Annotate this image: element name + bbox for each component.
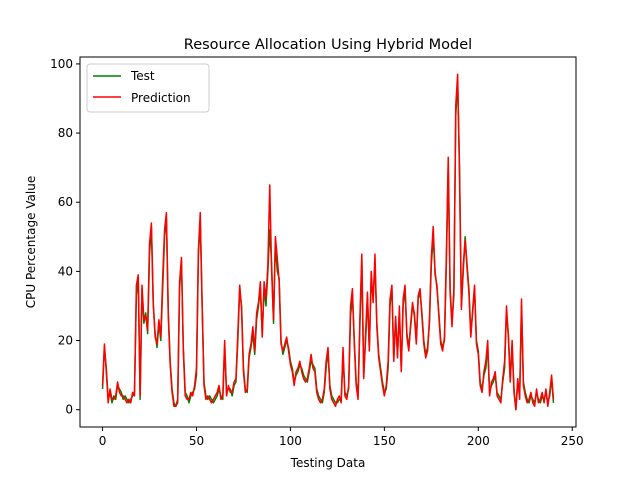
- x-tick-label: 200: [467, 434, 490, 448]
- legend-label-test: Test: [130, 69, 155, 83]
- y-tick-label: 60: [58, 195, 73, 209]
- x-tick-label: 0: [99, 434, 107, 448]
- legend-label-prediction: Prediction: [131, 91, 191, 105]
- y-tick-label: 40: [58, 264, 73, 278]
- y-axis-label: CPU Percentage Value: [24, 176, 38, 309]
- y-tick-label: 20: [58, 334, 73, 348]
- x-tick-label: 100: [279, 434, 302, 448]
- chart-title: Resource Allocation Using Hybrid Model: [184, 37, 472, 53]
- legend: Test Prediction: [86, 63, 210, 113]
- y-axis-ticks: 0 20 40 60 80 100: [50, 57, 80, 417]
- x-axis-label: Testing Data: [290, 456, 366, 470]
- y-tick-label: 0: [65, 403, 73, 417]
- y-tick-label: 80: [58, 126, 73, 140]
- plot-area: [79, 56, 577, 428]
- x-axis-ticks: 0 50 100 150 200 250: [99, 427, 584, 448]
- y-tick-label: 100: [50, 57, 73, 71]
- x-tick-label: 150: [373, 434, 396, 448]
- series-layer: [101, 73, 555, 411]
- series-line-prediction: [101, 73, 555, 411]
- x-tick-label: 250: [561, 434, 584, 448]
- x-tick-label: 50: [189, 434, 204, 448]
